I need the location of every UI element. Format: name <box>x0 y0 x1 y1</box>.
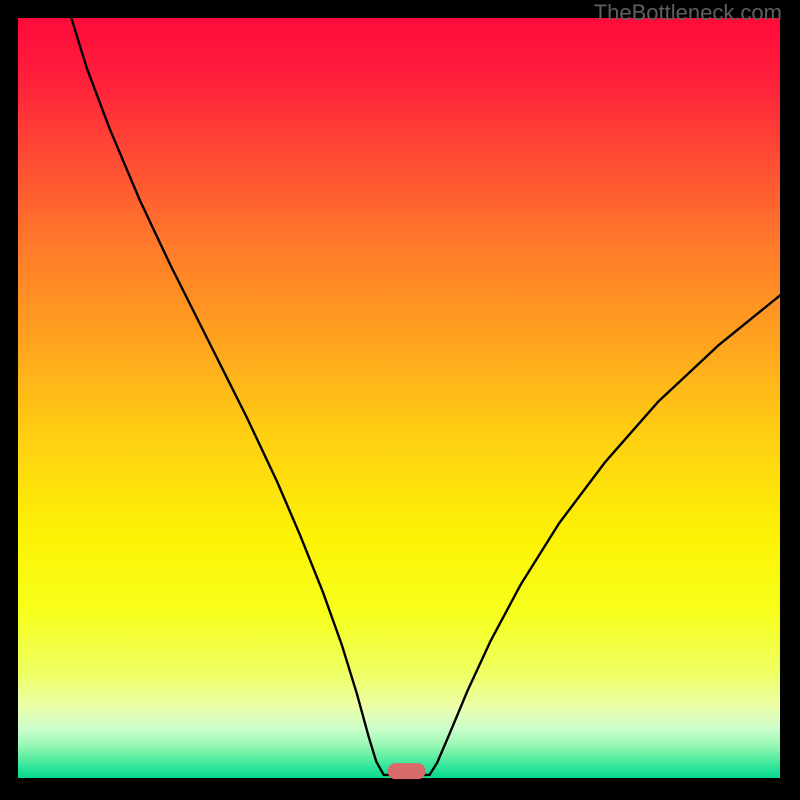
watermark-text: TheBottleneck.com <box>594 0 782 26</box>
optimal-marker <box>388 763 426 779</box>
plot-background <box>18 18 780 778</box>
bottleneck-chart <box>0 0 800 800</box>
